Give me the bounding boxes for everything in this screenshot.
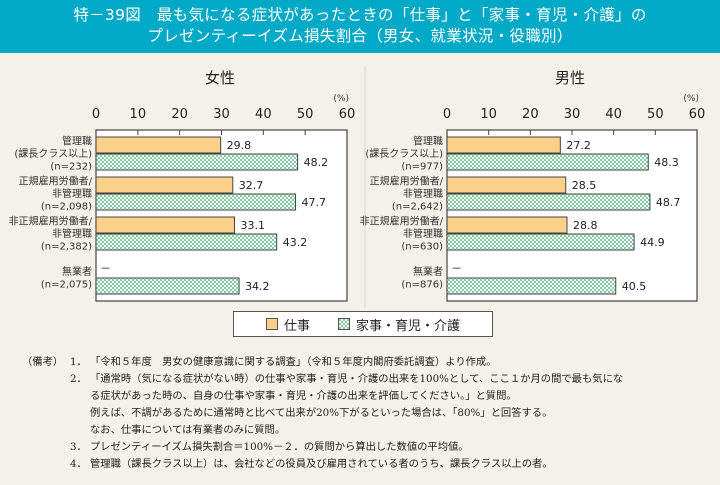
panel-title: 男性 [555,69,585,87]
note-number: 1． [70,356,87,368]
bar-home [446,233,635,251]
unit-label: (%) [683,94,699,104]
bar-work [446,176,567,194]
bar-home [446,153,649,171]
legend-swatch-work [265,318,278,330]
figure-title-line1: 特－39図 最も気になる症状があったときの「仕事」と「家事・育児・介護」の [73,6,647,24]
note-3: 3． プレゼンティーイズム損失割合＝100%－２．の質問から算出した数値の平均値… [22,439,623,456]
bar-work [446,216,568,234]
category-label: (n=232) [50,162,92,173]
note-text: なお、仕事については有業者のみに質問。 [90,424,286,436]
notes-heading: （備考） [22,356,64,368]
category-label: (n=2,382) [41,242,92,253]
note-text: 例えば、不調があるために通常時と比べて出来が20%下がるといった場合は、「80%… [90,407,553,419]
category-label: (n=630) [401,242,443,253]
category-label: 非管理職 [403,187,443,200]
note-text: る症状があった時の、自身の仕事や家事・育児・介護の出来を評価してください。」と質… [90,390,517,402]
x-tick-label: 10 [130,107,147,122]
x-tick-label: 20 [522,107,539,122]
category-label: 管理職 [62,135,92,148]
bar-home [95,153,299,171]
legend: 仕事 家事・育児・介護 [233,311,493,337]
category-label: (課長クラス以上) [365,147,443,160]
data-label: 34.2 [245,280,270,293]
bar-work [95,176,234,194]
note-number: 4． [70,458,87,470]
bar-work [95,216,235,234]
category-label: (n=2,642) [392,202,443,213]
category-label: (n=2,098) [41,202,92,213]
bar-home [446,277,617,295]
data-label: 40.5 [622,280,647,293]
note-text: 管理職（課長クラス以上）は、会社などの役員及び雇用されている者のうち、課長クラス… [90,458,553,470]
note-text: 「通常時（気になる症状がない時）の仕事や家事・育児・介護の出来を100%として、… [90,373,624,385]
data-label: 28.8 [573,219,598,232]
note-number: 2． [70,373,87,385]
x-tick-label: 30 [213,107,230,122]
note-1: （備考） 1． 「令和５年度 男女の健康意識に関する調査」（令和５年度内閣府委託… [22,354,623,371]
category-label: 正規雇用労働者/ [19,175,93,188]
bar-work [446,136,561,154]
bar-home [446,193,651,211]
data-label: 27.2 [566,139,591,152]
category-label: 非管理職 [52,227,92,240]
x-tick-label: 50 [297,107,314,122]
legend-item-home: 家事・育児・介護 [338,315,460,334]
unit-label: (%) [333,94,349,104]
x-tick-label: 40 [605,107,622,122]
x-tick-label: 60 [689,107,706,122]
note-text: 「令和５年度 男女の健康意識に関する調査」（令和５年度内閣府委託調査）より作成。 [90,356,497,368]
x-tick-label: 0 [443,107,451,122]
data-label: 47.7 [302,196,327,209]
bar-home [95,233,278,251]
note-4: 4． 管理職（課長クラス以上）は、会社などの役員及び雇用されている者のうち、課長… [22,456,623,473]
data-label: 48.3 [654,156,679,169]
category-label: 非正規雇用労働者/ [360,215,444,228]
note-2: 2． 「通常時（気になる症状がない時）の仕事や家事・育児・介護の出来を100%と… [22,371,623,388]
data-label: 48.2 [304,156,329,169]
x-tick-label: 20 [171,107,188,122]
category-label: 正規雇用労働者/ [370,175,444,188]
data-label: 48.7 [656,196,681,209]
data-label: － [451,262,462,275]
category-label: (n=876) [401,279,443,290]
legend-swatch-home [338,318,350,330]
chart-area: 女性(%)0 10 20 30 40 50 60管理職(課長クラス以上)(n=232)29.… [9,65,706,308]
data-label: 29.8 [227,139,252,152]
x-tick-label: 40 [255,107,272,122]
x-tick-label: 30 [564,107,581,122]
data-label: 43.2 [283,236,308,249]
legend-label-work: 仕事 [283,318,310,334]
category-label: 管理職 [413,135,443,148]
category-label: (課長クラス以上) [14,147,92,160]
x-tick-label: 60 [339,107,356,122]
figure-title-line2: プレゼンティーイズム損失割合（男女、就業状況・役職別） [147,27,573,45]
note-number: 3． [70,441,87,453]
category-label: (n=977) [401,162,443,173]
panel-title: 女性 [205,69,235,87]
data-label: 33.1 [240,219,264,232]
notes: （備考） 1． 「令和５年度 男女の健康意識に関する調査」（令和５年度内閣府委託… [22,354,623,473]
data-label: 28.5 [572,179,597,192]
legend-item-work: 仕事 [265,315,310,334]
category-label: 非正規雇用労働者/ [9,215,93,228]
bar-home [95,277,240,295]
x-tick-label: 10 [480,107,497,122]
note-text: プレゼンティーイズム損失割合＝100%－２．の質問から算出した数値の平均値。 [90,441,469,453]
data-label: － [100,262,111,275]
data-label: 44.9 [640,236,665,249]
bar-home [95,193,297,211]
category-label: 非管理職 [403,227,443,240]
figure-title-banner: 特－39図 最も気になる症状があったときの「仕事」と「家事・育児・介護」の プレ… [0,0,720,53]
legend-label-home: 家事・育児・介護 [356,318,461,334]
category-label: 非管理職 [52,187,92,200]
x-tick-label: 0 [92,107,100,122]
data-label: 32.7 [239,179,263,192]
category-label: (n=2,075) [41,279,92,290]
category-label: 無業者 [62,265,92,278]
bar-work [95,136,222,154]
category-label: 無業者 [413,265,443,278]
x-tick-label: 50 [647,107,664,122]
